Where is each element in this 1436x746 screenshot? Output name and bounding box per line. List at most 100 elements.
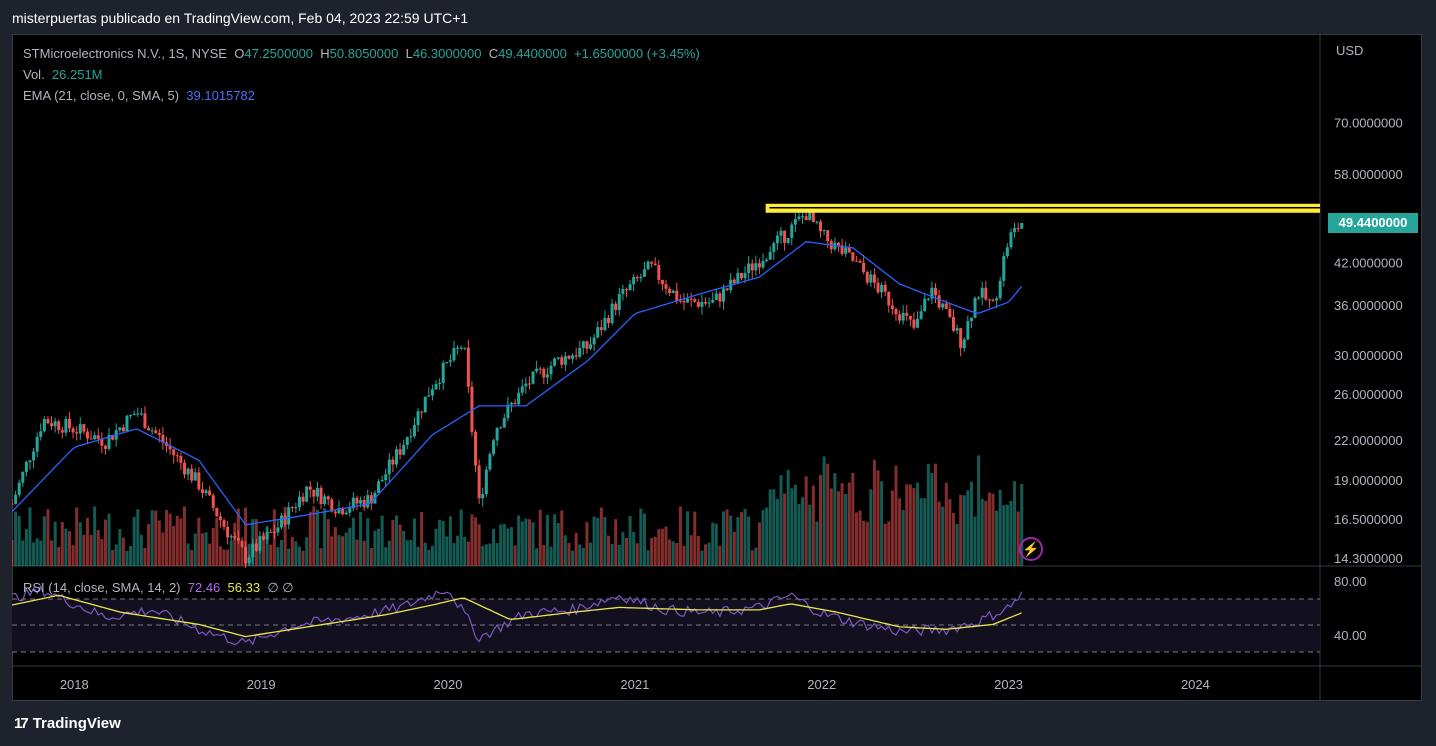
candle-body xyxy=(844,247,848,254)
candle-body xyxy=(524,383,528,387)
candle-body xyxy=(233,536,237,539)
candle-body xyxy=(951,317,955,331)
candle-body xyxy=(179,456,183,463)
volume-bar xyxy=(704,544,708,566)
volume-bar xyxy=(689,535,693,566)
volume-bar xyxy=(218,546,222,566)
volume-bar xyxy=(948,499,952,566)
currency-label: USD xyxy=(1336,43,1363,58)
volume-bar xyxy=(405,540,409,566)
volume-bar xyxy=(502,523,506,566)
candle-body xyxy=(689,298,693,300)
volume-bar xyxy=(229,540,233,566)
candle-body xyxy=(466,347,470,387)
volume-bar xyxy=(165,509,169,566)
candle-body xyxy=(653,263,657,266)
candle-body xyxy=(24,461,28,472)
candle-body xyxy=(484,469,488,494)
candle-body xyxy=(887,291,891,306)
volume-bar xyxy=(85,517,89,566)
candle-body xyxy=(865,271,869,283)
candle-body xyxy=(804,216,808,221)
volume-bar xyxy=(387,540,391,566)
open-value: 47.2500000 xyxy=(244,46,314,61)
candle-body xyxy=(251,543,255,558)
candle-body xyxy=(603,317,607,331)
footer-brand[interactable]: 17 TradingView xyxy=(14,715,121,732)
candle-body xyxy=(229,536,233,538)
volume-bar xyxy=(984,500,988,566)
candle-body xyxy=(509,402,513,405)
ema-label[interactable]: EMA (21, close, 0, SMA, 5) xyxy=(23,88,180,103)
candle-body xyxy=(272,531,276,533)
volume-bar xyxy=(614,519,618,566)
volume-bar xyxy=(916,482,920,566)
candle-body xyxy=(668,288,672,294)
time-axis-tick: 2023 xyxy=(994,677,1023,692)
volume-bar xyxy=(599,507,603,566)
candle-body xyxy=(39,431,43,437)
volume-bar xyxy=(1013,481,1017,566)
candle-body xyxy=(563,355,567,365)
volume-bar xyxy=(344,532,348,566)
candle-body xyxy=(527,383,531,385)
volume-bar xyxy=(276,547,280,566)
candle-body xyxy=(704,301,708,304)
candle-body xyxy=(17,482,21,495)
candle-body xyxy=(779,230,783,236)
rsi-label[interactable]: RSI (14, close, SMA, 14, 2) xyxy=(23,580,181,595)
candle-body xyxy=(750,263,754,271)
volume-bar xyxy=(793,484,797,566)
volume-bar xyxy=(355,539,359,566)
volume-bar xyxy=(571,550,575,566)
candle-body xyxy=(678,300,682,302)
candle-body xyxy=(147,428,151,431)
volume-bar xyxy=(82,534,86,566)
volume-bar xyxy=(287,548,291,566)
candle-body xyxy=(136,413,140,415)
volume-bar xyxy=(851,472,855,566)
volume-bar xyxy=(60,521,64,566)
candle-body xyxy=(341,507,345,515)
volume-bar xyxy=(639,508,643,566)
volume-bar xyxy=(42,516,46,566)
candle-body xyxy=(319,487,323,505)
candle-body xyxy=(545,374,549,378)
volume-bar xyxy=(714,523,718,566)
volume-label[interactable]: Vol. xyxy=(23,67,45,82)
price-axis-tick: 16.5000000 xyxy=(1334,512,1403,527)
candle-body xyxy=(481,493,485,499)
candle-body xyxy=(186,468,190,475)
candle-body xyxy=(962,339,966,349)
volume-bar xyxy=(930,472,934,566)
volume-bar xyxy=(481,545,485,566)
volume-bar xyxy=(290,537,294,566)
candle-body xyxy=(67,418,71,429)
candle-body xyxy=(409,436,413,438)
volume-bar xyxy=(474,517,478,566)
candle-body xyxy=(535,368,539,372)
volume-bar xyxy=(826,463,830,566)
candle-body xyxy=(858,260,862,263)
candle-body xyxy=(308,486,312,490)
price-chart[interactable]: 70.0000000 58.0000000 42.0000000 36.0000000… xyxy=(12,34,1422,701)
candle-body xyxy=(312,489,316,497)
candle-body xyxy=(394,449,398,465)
volume-bar xyxy=(628,515,632,566)
time-axis-tick: 2021 xyxy=(620,677,649,692)
volume-bar xyxy=(233,522,237,566)
volume-bar xyxy=(208,543,212,566)
volume-bar xyxy=(423,542,427,566)
candle-body xyxy=(969,317,973,322)
volume-bar xyxy=(560,510,564,566)
symbol-name[interactable]: STMicroelectronics N.V., 1S, NYSE xyxy=(23,46,227,61)
volume-bar xyxy=(301,550,305,566)
candle-body xyxy=(538,368,542,370)
volume-bar xyxy=(556,523,560,566)
candle-body xyxy=(937,295,941,308)
candle-body xyxy=(502,418,506,428)
chart-frame xyxy=(12,34,1422,701)
lightning-icon[interactable]: ⚡ xyxy=(1019,537,1043,561)
low-value: 46.3000000 xyxy=(412,46,482,61)
candle-body xyxy=(132,414,136,416)
